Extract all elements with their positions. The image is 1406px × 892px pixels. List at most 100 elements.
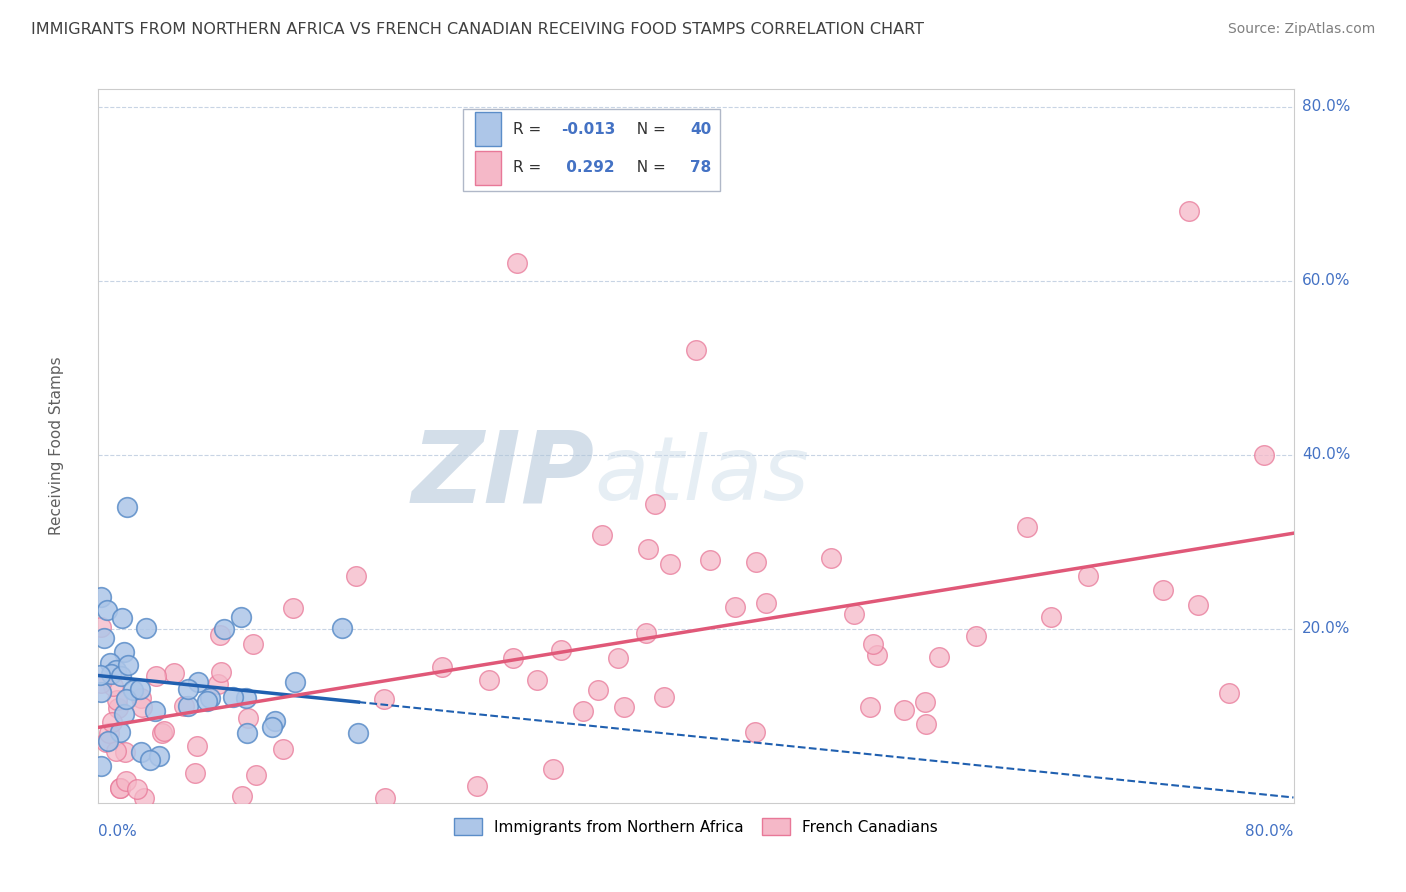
Point [104, 744, 127, 758]
Point [131, 700, 153, 714]
Point [965, 629, 987, 643]
Point [347, 726, 370, 740]
Point [652, 690, 675, 704]
Point [93, 631, 115, 645]
Point [862, 637, 884, 651]
Point [526, 673, 548, 687]
Text: 0.0%: 0.0% [98, 824, 138, 839]
Point [284, 675, 307, 690]
Text: 0.292: 0.292 [561, 161, 614, 175]
Point [129, 690, 152, 705]
Point [637, 541, 659, 556]
Point [236, 710, 259, 724]
Point [245, 768, 267, 782]
Point [89, 668, 111, 682]
Point [271, 741, 294, 756]
Point [1178, 204, 1201, 219]
Point [105, 663, 128, 677]
Point [150, 726, 173, 740]
Point [115, 773, 138, 788]
Point [209, 665, 232, 679]
Point [94, 735, 117, 749]
Point [844, 607, 866, 621]
Point [229, 609, 252, 624]
Point [90, 675, 112, 690]
Point [90, 590, 112, 604]
Point [112, 707, 135, 722]
FancyBboxPatch shape [475, 112, 501, 146]
Point [112, 645, 135, 659]
Point [541, 763, 564, 777]
Text: 78: 78 [690, 161, 711, 175]
Point [914, 695, 936, 709]
Point [177, 698, 200, 713]
Point [724, 600, 747, 615]
Text: ZIP: ZIP [412, 426, 595, 523]
Point [200, 690, 222, 705]
Point [186, 739, 208, 754]
Text: Receiving Food Stamps: Receiving Food Stamps [49, 357, 65, 535]
Point [117, 500, 139, 514]
Text: 80.0%: 80.0% [1302, 99, 1350, 114]
Point [100, 714, 122, 729]
Point [755, 595, 778, 609]
Point [1152, 583, 1174, 598]
Point [139, 753, 162, 767]
Point [264, 714, 287, 728]
Point [344, 569, 367, 583]
Text: atlas: atlas [595, 432, 810, 517]
Point [915, 717, 938, 731]
Point [859, 700, 882, 714]
Point [125, 781, 148, 796]
Point [374, 791, 396, 805]
Point [153, 724, 176, 739]
Point [1218, 686, 1240, 700]
Point [177, 682, 200, 697]
Point [586, 683, 609, 698]
Point [114, 745, 136, 759]
Point [105, 693, 128, 707]
Point [110, 781, 132, 796]
Text: 60.0%: 60.0% [1302, 273, 1350, 288]
Point [606, 651, 628, 665]
Point [208, 628, 231, 642]
Point [572, 704, 595, 718]
Point [98, 726, 121, 740]
Point [129, 745, 152, 759]
Point [744, 555, 766, 569]
Point [659, 558, 682, 572]
Point [148, 748, 170, 763]
Point [97, 734, 120, 748]
Point [183, 766, 205, 780]
Point [283, 601, 305, 615]
Point [866, 648, 889, 662]
Point [145, 668, 167, 682]
Point [143, 704, 166, 718]
Point [644, 497, 666, 511]
Point [236, 725, 259, 739]
Text: N =: N = [627, 121, 671, 136]
Text: 80.0%: 80.0% [1246, 824, 1294, 839]
Point [613, 700, 636, 714]
Point [100, 667, 122, 681]
Text: N =: N = [627, 161, 671, 175]
Point [90, 685, 112, 699]
Point [1039, 610, 1062, 624]
Point [108, 780, 131, 795]
Point [550, 643, 572, 657]
Point [502, 651, 524, 665]
Point [107, 700, 129, 714]
Point [98, 656, 121, 670]
Text: 40: 40 [690, 121, 711, 136]
FancyBboxPatch shape [463, 109, 720, 191]
Point [634, 626, 657, 640]
Point [685, 343, 707, 358]
Legend: Immigrants from Northern Africa, French Canadians: Immigrants from Northern Africa, French … [449, 812, 943, 841]
Point [117, 658, 139, 673]
Point [132, 791, 155, 805]
Point [96, 603, 118, 617]
Text: 20.0%: 20.0% [1302, 621, 1350, 636]
Point [128, 681, 150, 696]
Point [744, 724, 766, 739]
Point [108, 725, 131, 739]
